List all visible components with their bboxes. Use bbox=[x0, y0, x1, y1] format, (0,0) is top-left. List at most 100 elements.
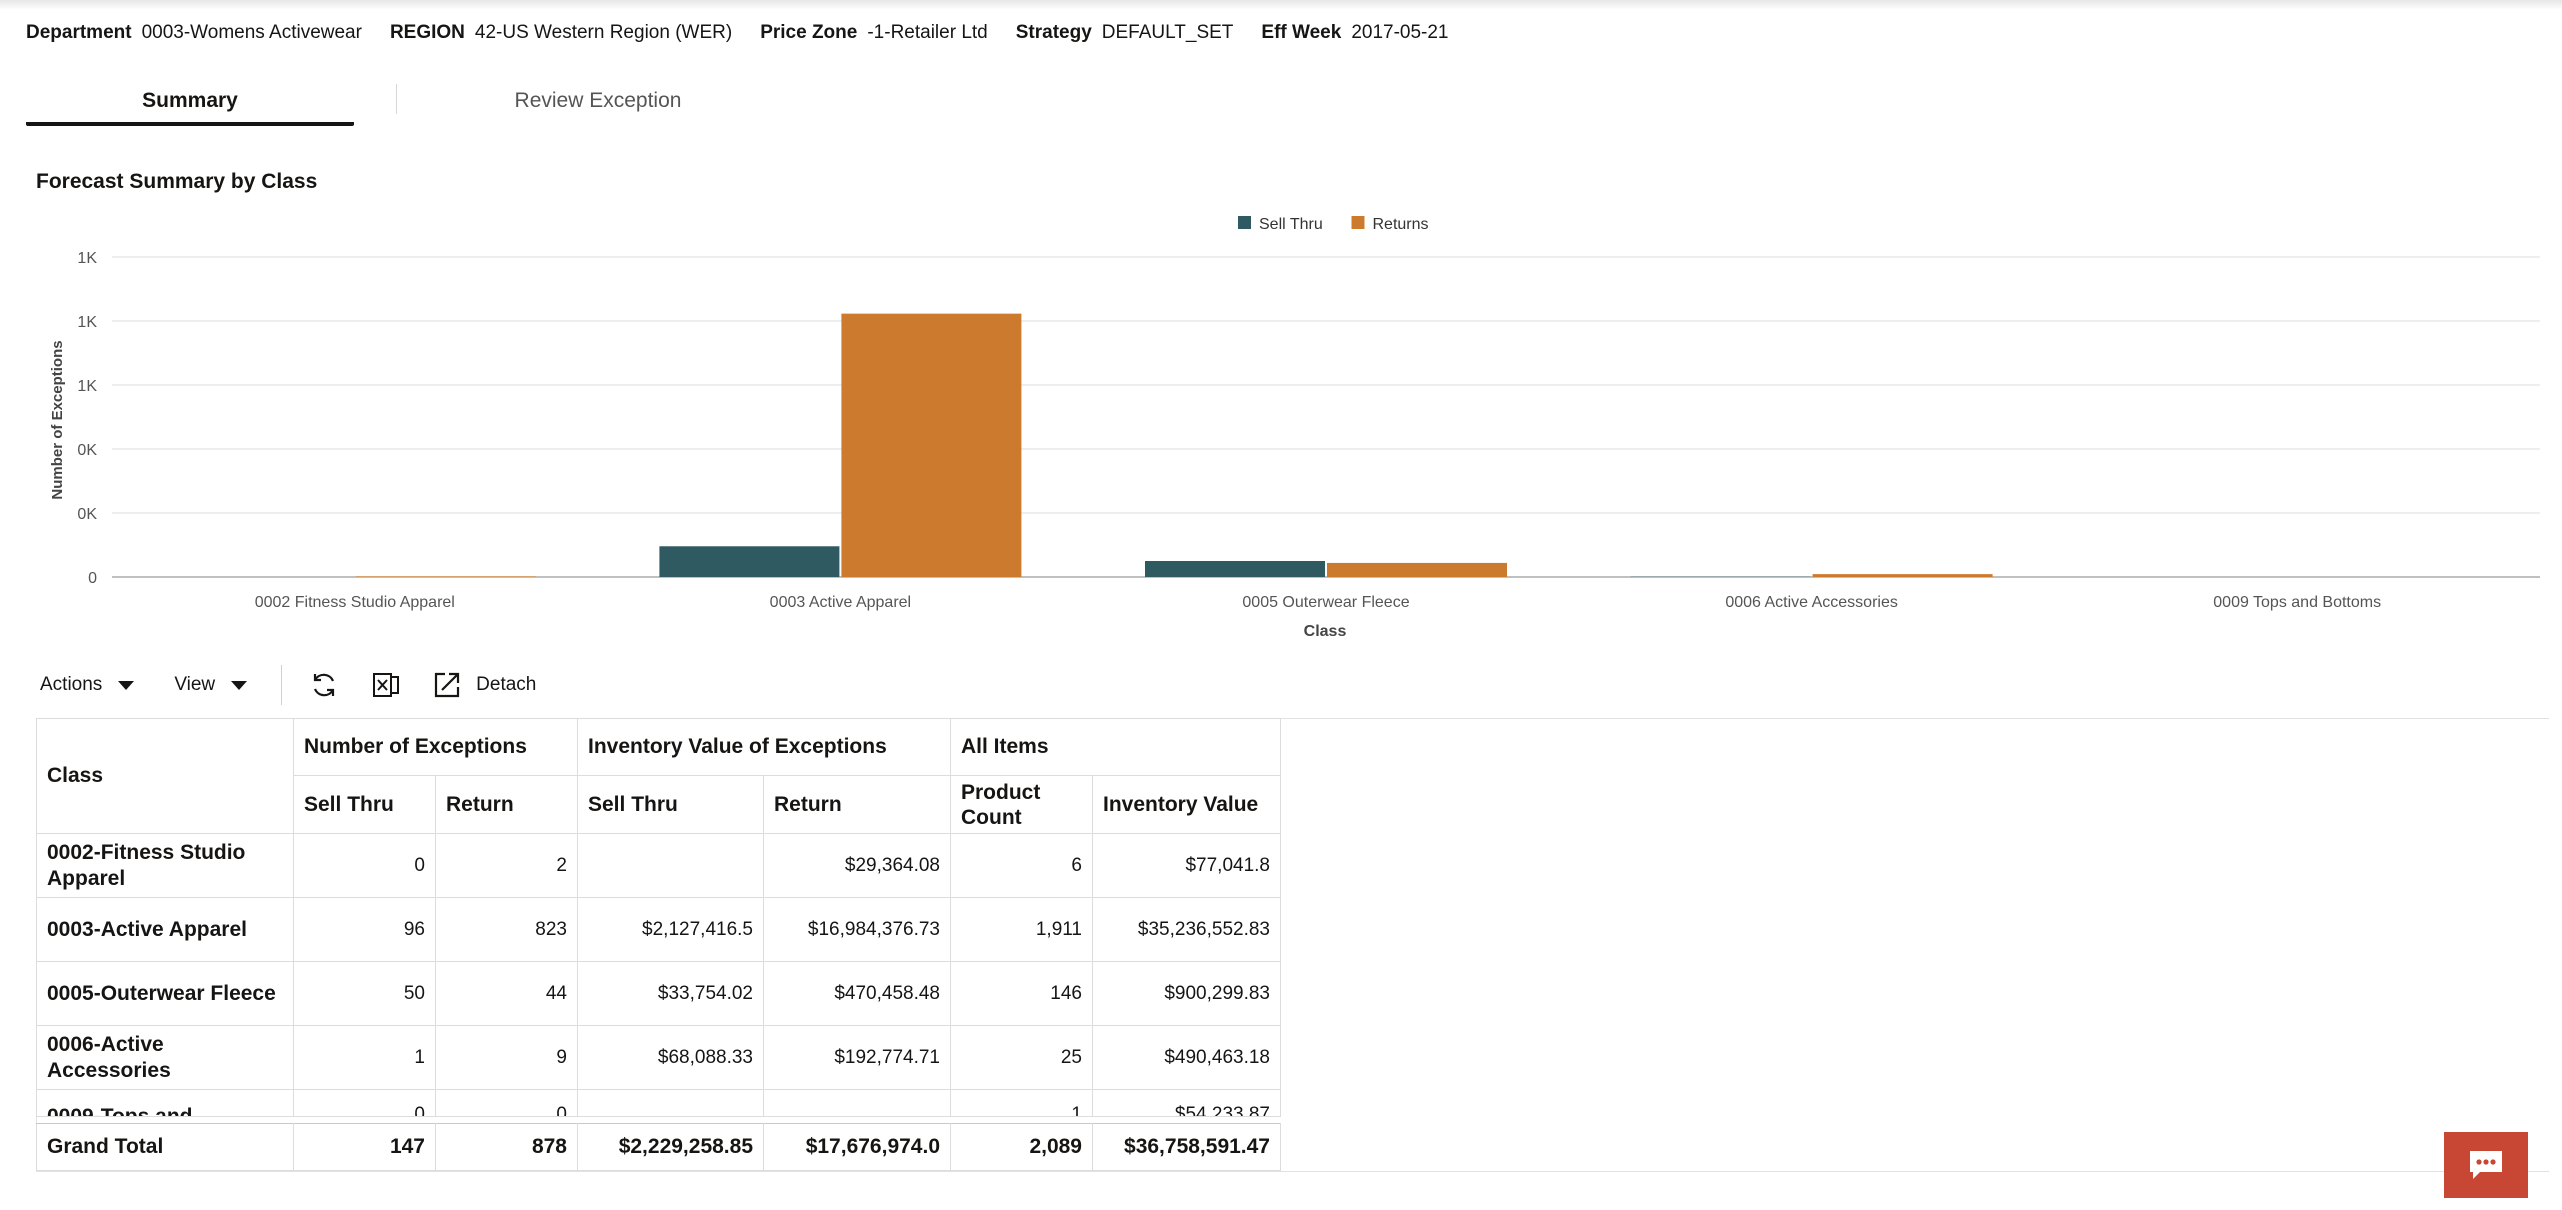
view-menu[interactable]: View bbox=[174, 674, 248, 696]
row-class: 0002-Fitness Studio Apparel bbox=[36, 833, 294, 898]
cell-product-count: 6 bbox=[950, 833, 1093, 898]
header-inventory-value[interactable]: Inventory Value bbox=[1092, 775, 1281, 834]
cell-inv-sell-thru bbox=[577, 833, 764, 898]
filter-strategy-value: DEFAULT_SET bbox=[1101, 22, 1234, 43]
header-class[interactable]: Class bbox=[36, 718, 294, 834]
toolbar-divider bbox=[281, 665, 283, 705]
legend-item[interactable]: Sell Thru bbox=[1259, 216, 1323, 233]
cell-inv-sell-thru bbox=[577, 1089, 764, 1117]
grand-ex-return: 878 bbox=[435, 1123, 578, 1171]
filter-region-label: REGION bbox=[389, 22, 465, 43]
x-tick-label: 0003 Active Apparel bbox=[770, 594, 911, 611]
tab-summary[interactable]: Summary bbox=[26, 80, 354, 126]
bar-returns[interactable] bbox=[355, 576, 536, 577]
actions-menu[interactable]: Actions bbox=[40, 674, 135, 696]
cell-inv-return: $16,984,376.73 bbox=[763, 897, 951, 962]
header-ex-return[interactable]: Return bbox=[435, 775, 578, 834]
x-tick-label: 0006 Active Accessories bbox=[1725, 594, 1898, 611]
export-excel-icon[interactable] bbox=[370, 669, 402, 701]
grand-inv-return: $17,676,974.0 bbox=[763, 1123, 951, 1171]
table-row[interactable]: 0002-Fitness Studio Apparel 0 2 $29,364.… bbox=[36, 833, 1281, 898]
x-tick-label: 0005 Outerwear Fleece bbox=[1242, 594, 1409, 611]
chevron-down-icon bbox=[231, 680, 248, 690]
view-label: View bbox=[174, 674, 216, 695]
cell-product-count: 25 bbox=[950, 1025, 1093, 1090]
filter-price-zone-value: -1-Retailer Ltd bbox=[867, 22, 988, 43]
legend-swatch bbox=[1351, 216, 1365, 229]
y-tick-label: 0 bbox=[88, 570, 97, 587]
filter-department-value: 0003-Womens Activewear bbox=[141, 22, 362, 43]
top-shadow bbox=[0, 0, 2562, 10]
row-class: 0003-Active Apparel bbox=[36, 897, 294, 962]
x-tick-label: 0009 Tops and Bottoms bbox=[2213, 594, 2381, 611]
cell-inv-sell-thru: $2,127,416.5 bbox=[577, 897, 764, 962]
grand-product-count: 2,089 bbox=[950, 1123, 1093, 1171]
y-tick-label: 0K bbox=[77, 442, 97, 459]
cell-inv-return: $470,458.48 bbox=[763, 961, 951, 1026]
cell-inv-sell-thru: $68,088.33 bbox=[577, 1025, 764, 1090]
header-ex-sell-thru[interactable]: Sell Thru bbox=[293, 775, 436, 834]
bar-returns[interactable] bbox=[841, 313, 1022, 577]
header-inv-sell-thru[interactable]: Sell Thru bbox=[577, 775, 764, 834]
header-inv-return[interactable]: Return bbox=[763, 775, 951, 834]
row-class: 0009-Tops and Bottoms bbox=[36, 1089, 294, 1117]
detach-button[interactable]: Detach bbox=[432, 670, 536, 700]
cell-ex-return: 44 bbox=[435, 961, 578, 1026]
chat-button[interactable] bbox=[2444, 1132, 2528, 1198]
chat-icon bbox=[2470, 1151, 2502, 1179]
header-product-count[interactable]: Product Count bbox=[950, 775, 1093, 834]
actions-label: Actions bbox=[40, 674, 103, 695]
cell-inventory-value: $77,041.8 bbox=[1092, 833, 1281, 898]
bar-sell-thru[interactable] bbox=[1145, 561, 1325, 577]
tab-divider bbox=[396, 84, 397, 114]
y-tick-label: 1K bbox=[77, 378, 97, 395]
cell-product-count: 1 bbox=[950, 1089, 1093, 1117]
detach-icon bbox=[435, 672, 460, 698]
filter-price-zone-label: Price Zone bbox=[760, 22, 858, 43]
grand-inv-sell-thru: $2,229,258.85 bbox=[577, 1123, 764, 1171]
cell-ex-return: 9 bbox=[435, 1025, 578, 1090]
header-number-of-exceptions: Number of Exceptions bbox=[293, 718, 578, 776]
cell-inv-return: $192,774.71 bbox=[763, 1025, 951, 1090]
row-class: 0005-Outerwear Fleece bbox=[36, 961, 294, 1026]
context-filters: Department 0003-Womens Activewear REGION… bbox=[26, 20, 1477, 46]
legend-swatch bbox=[1238, 216, 1251, 229]
filter-department-label: Department bbox=[26, 22, 132, 43]
grand-inventory-value: $36,758,591.47 bbox=[1092, 1123, 1281, 1171]
filter-strategy-label: Strategy bbox=[1015, 22, 1092, 43]
cell-inv-return bbox=[763, 1089, 951, 1117]
header-all-items: All Items bbox=[950, 718, 1281, 776]
bar-returns[interactable] bbox=[1812, 574, 1993, 577]
cell-inventory-value: $35,236,552.83 bbox=[1092, 897, 1281, 962]
y-tick-label: 1K bbox=[77, 314, 97, 331]
table-toolbar: Actions View Detach bbox=[40, 664, 536, 706]
cell-inventory-value: $900,299.83 bbox=[1092, 961, 1281, 1026]
table-row[interactable]: 0005-Outerwear Fleece 50 44 $33,754.02 $… bbox=[36, 961, 1281, 1026]
cell-inv-return: $29,364.08 bbox=[763, 833, 951, 898]
legend-item[interactable]: Returns bbox=[1373, 216, 1429, 233]
cell-ex-sell-thru: 0 bbox=[293, 1089, 436, 1117]
table-row[interactable]: 0009-Tops and Bottoms 0 0 1 $54,233.87 bbox=[36, 1089, 1281, 1117]
cell-ex-return: 0 bbox=[435, 1089, 578, 1117]
filter-region-value: 42-US Western Region (WER) bbox=[474, 22, 733, 43]
y-axis-title: Number of Exceptions bbox=[49, 340, 66, 499]
grand-total-label: Grand Total bbox=[36, 1123, 294, 1171]
cell-ex-return: 2 bbox=[435, 833, 578, 898]
cell-inv-sell-thru: $33,754.02 bbox=[577, 961, 764, 1026]
bar-returns[interactable] bbox=[1327, 562, 1507, 577]
refresh-icon[interactable] bbox=[308, 669, 340, 701]
detach-label: Detach bbox=[476, 674, 537, 695]
cell-product-count: 146 bbox=[950, 961, 1093, 1026]
cell-ex-sell-thru: 96 bbox=[293, 897, 436, 962]
table-row[interactable]: 0006-Active Accessories 1 9 $68,088.33 $… bbox=[36, 1025, 1281, 1090]
chevron-down-icon bbox=[118, 680, 135, 690]
grand-total-row: Grand Total 147 878 $2,229,258.85 $17,67… bbox=[36, 1123, 1281, 1171]
forecast-bar-chart: 0002 Fitness Studio Apparel 0003 Active A… bbox=[49, 216, 2540, 640]
cell-ex-return: 823 bbox=[435, 897, 578, 962]
bar-sell-thru[interactable] bbox=[659, 546, 840, 577]
row-class: 0006-Active Accessories bbox=[36, 1025, 294, 1090]
cell-product-count: 1,911 bbox=[950, 897, 1093, 962]
table-row[interactable]: 0003-Active Apparel 96 823 $2,127,416.5 … bbox=[36, 897, 1281, 962]
x-tick-label: 0002 Fitness Studio Apparel bbox=[255, 594, 455, 611]
tab-review-exception[interactable]: Review Exception bbox=[514, 89, 682, 112]
